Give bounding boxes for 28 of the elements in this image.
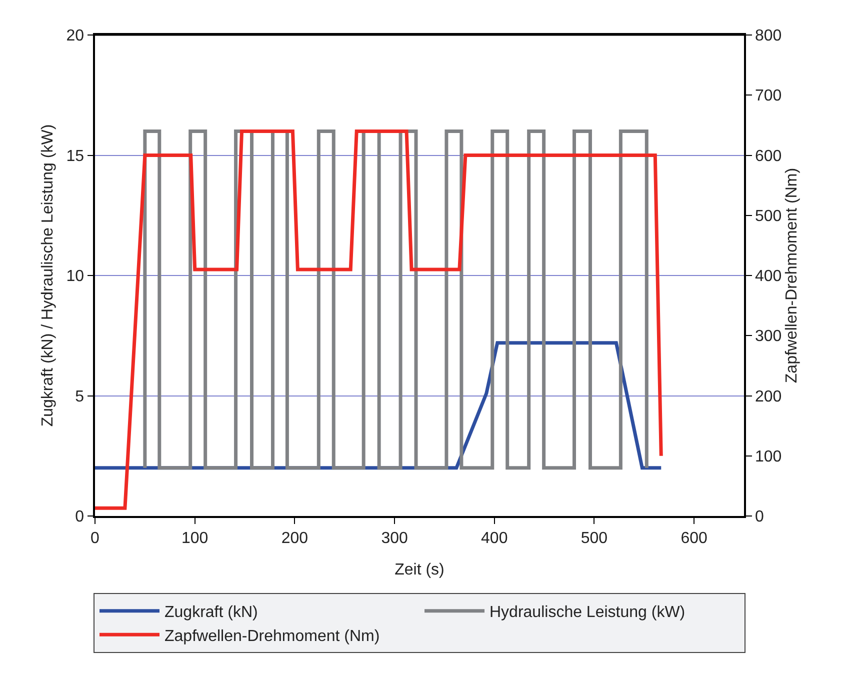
x-tick-label: 600 (680, 530, 708, 547)
y2-tick-label: 400 (754, 268, 782, 286)
line-series (95, 129, 663, 510)
y2-tick-label: 800 (754, 28, 782, 45)
legend-label: Hydraulische Leistung (kW) (490, 604, 686, 622)
y-tick-label: 20 (66, 28, 84, 45)
legend-label: Zugkraft (kN) (164, 604, 258, 622)
x-tick-label: 400 (481, 530, 508, 547)
y-tick-label: 15 (66, 148, 84, 165)
y2-axis-title: Zapfwellen-Drehmoment (Nm) (784, 168, 801, 384)
x-tick-label: 200 (281, 530, 308, 547)
y2-tick-label: 100 (754, 448, 782, 466)
x-tick-label: 300 (381, 530, 408, 547)
y2-tick-label: 300 (754, 328, 782, 346)
legend-label: Zapfwellen-Drehmoment (Nm) (164, 628, 380, 645)
y2-tick-label: 700 (754, 88, 782, 105)
y-tick-label: 5 (75, 388, 84, 406)
y2-tick-label: 0 (754, 508, 764, 526)
y-tick-label: 10 (66, 268, 84, 286)
x-axis-title: Zeit (s) (394, 562, 444, 578)
y2-tick-label: 500 (754, 208, 782, 225)
y2-tick-label: 200 (754, 388, 782, 406)
x-tick-label: 500 (580, 530, 608, 547)
y-tick-label: 0 (75, 508, 84, 526)
y-axis-title: Zugkraft (kN) / Hydraulische Leistung (kW) (40, 124, 56, 427)
y2-tick-label: 600 (754, 148, 782, 165)
x-tick-label: 0 (90, 530, 100, 547)
x-tick-label: 100 (182, 530, 208, 547)
